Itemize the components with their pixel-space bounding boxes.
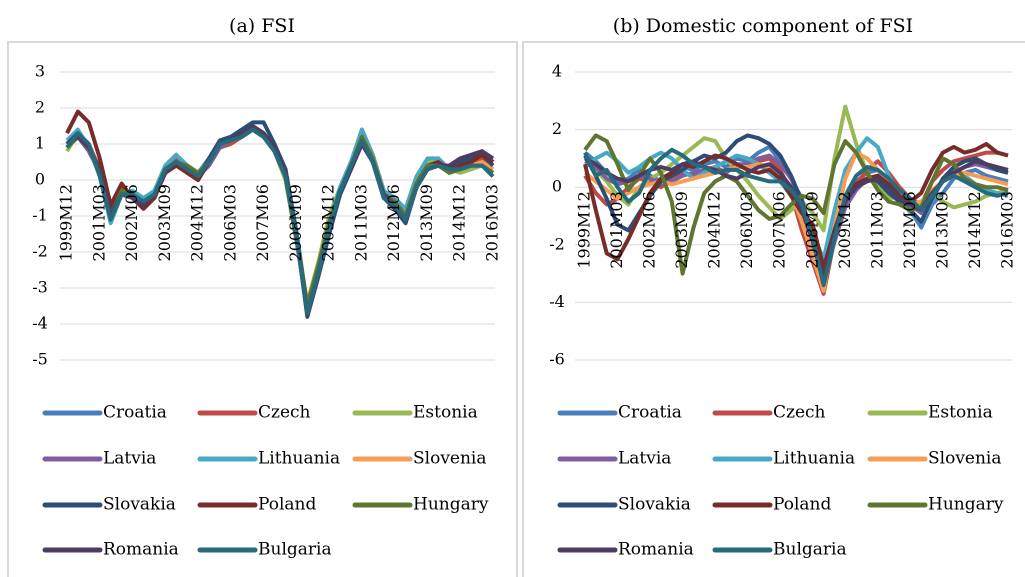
panel-title: (a) FSI [229,15,295,37]
y-tick-label: 4 [552,62,562,81]
x-tick-label: 2014M12 [450,184,469,261]
x-tick-label: 2001M03 [89,184,108,261]
legend-label: Slovakia [103,495,176,515]
x-tick-label: 2014M12 [965,191,984,268]
y-tick-label: 3 [35,62,45,81]
x-tick-label: 2012M06 [900,191,919,268]
legend-label: Estonia [928,403,993,423]
x-tick-label: 2016M03 [998,191,1017,268]
y-tick-label: 2 [552,119,562,138]
panel-frame [7,41,518,577]
y-tick-label: -1 [32,206,48,225]
x-tick-label: 2002M06 [122,184,141,261]
panel-title: (b) Domestic component of FSI [613,15,913,37]
y-tick-label: 2 [35,98,45,117]
x-tick-label: 2013M09 [417,184,436,261]
y-tick-label: -4 [32,314,48,333]
x-tick-label: 2006M03 [737,191,756,268]
legend-label: Latvia [103,449,156,469]
x-tick-label: 2012M06 [384,184,403,261]
y-tick-label: -5 [32,350,48,369]
legend-label: Slovakia [618,495,691,515]
x-tick-label: 2011M03 [351,184,370,261]
legend-label: Poland [773,495,832,515]
x-tick-label: 2016M03 [483,184,502,261]
y-tick-label: -4 [549,292,565,311]
x-tick-label: 2004M12 [705,191,724,268]
x-tick-label: 2001M03 [607,191,626,268]
x-tick-label: 2007M06 [770,191,789,268]
y-tick-label: 0 [35,170,45,189]
x-tick-label: 2003M09 [672,191,691,268]
y-tick-label: -3 [32,278,48,297]
series-line [583,142,1009,270]
x-tick-label: 2009M12 [319,184,338,261]
x-tick-label: 2009M12 [835,191,854,268]
legend-label: Slovenia [928,449,1002,469]
y-tick-label: 1 [35,134,45,153]
y-tick-label: -6 [549,350,565,369]
y-tick-label: -2 [32,242,48,261]
x-tick-label: 2007M06 [253,184,272,261]
legend-label: Romania [618,540,694,560]
panel-frame [522,41,1025,577]
legend-label: Lithuania [773,449,855,469]
series-line [583,147,1009,288]
legend-label: Latvia [618,449,671,469]
legend-label: Croatia [103,403,167,423]
x-tick-label: 2008M09 [286,184,305,261]
x-tick-label: 2004M12 [188,184,207,261]
legend-label: Slovenia [413,449,487,469]
y-tick-label: 0 [552,177,562,196]
legend-label: Czech [258,403,311,423]
x-tick-label: 2008M09 [802,191,821,268]
x-tick-label: 2002M06 [640,191,659,268]
x-tick-label: 2013M09 [932,191,951,268]
y-tick-label: -2 [549,234,565,253]
x-tick-label: 1999M12 [575,191,594,268]
legend-label: Hungary [413,495,489,515]
legend-label: Czech [773,403,826,423]
legend-label: Croatia [618,403,682,423]
series-line [65,127,495,316]
legend-label: Bulgaria [773,540,847,560]
legend-label: Hungary [928,495,1004,515]
x-tick-label: 2011M03 [867,191,886,268]
legend-label: Romania [103,540,179,560]
x-tick-label: 2006M03 [220,184,239,261]
x-tick-label: 2003M09 [155,184,174,261]
legend-label: Lithuania [258,449,340,469]
legend-label: Bulgaria [258,540,332,560]
legend-label: Estonia [413,403,478,423]
x-tick-label: 1999M12 [57,184,76,261]
legend-label: Poland [258,495,317,515]
